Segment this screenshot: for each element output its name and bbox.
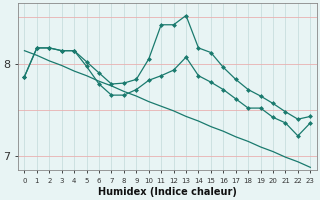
X-axis label: Humidex (Indice chaleur): Humidex (Indice chaleur): [98, 187, 237, 197]
